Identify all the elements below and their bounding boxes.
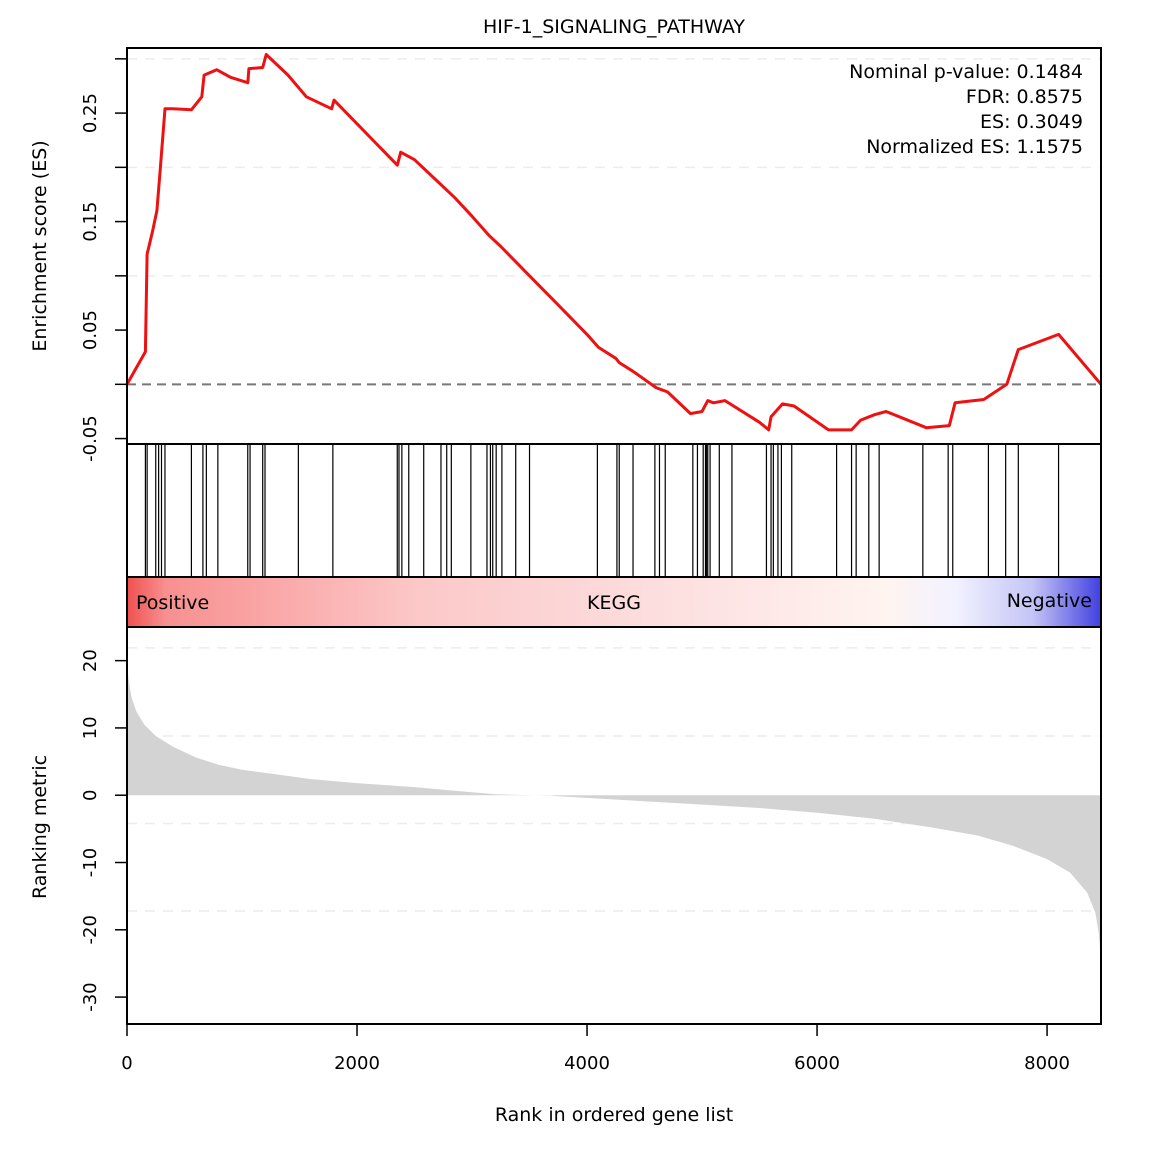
es-y-axis-label: Enrichment score (ES) (29, 140, 51, 351)
rank-y-axis-ticks: -30 -20 -10 0 10 20 (80, 649, 127, 1012)
rank-y-axis-label: Ranking metric (29, 755, 51, 899)
x-tick-label: 8000 (1024, 1053, 1070, 1074)
hits-panel-frame (126, 443, 1102, 578)
es-y-tick-label: -0.05 (80, 415, 101, 462)
band-label-negative: Negative (1007, 590, 1092, 612)
stat-normalized-es: Normalized ES: 1.1575 (866, 136, 1083, 158)
stat-nominal-p-value: Nominal p-value: 0.1484 (849, 61, 1083, 83)
x-tick-label: 0 (121, 1053, 132, 1074)
ranking-metric-area (127, 660, 1101, 964)
es-panel: -0.050.050.150.25 Enrichment score (ES) … (29, 53, 1103, 462)
chart-title: HIF-1_SIGNALING_PATHWAY (483, 16, 745, 38)
color-band-gradient (126, 576, 1102, 628)
rank-y-tick-label: 20 (80, 649, 101, 672)
es-curve-line (125, 53, 1103, 432)
es-gridlines (127, 58, 1101, 277)
color-band: Positive KEGG Negative (126, 576, 1102, 628)
band-label-positive: Positive (136, 592, 209, 614)
gene-hit-lines (144, 444, 1060, 577)
es-y-axis-ticks: -0.05 0.05 0.15 0.25 (80, 58, 127, 462)
stat-fdr: FDR: 0.8575 (966, 86, 1083, 108)
rank-y-tick-label: -30 (80, 982, 101, 1011)
es-y-tick-label: 0.05 (80, 310, 101, 350)
rank-y-tick-label: 10 (80, 716, 101, 739)
rank-y-tick-label: 0 (80, 789, 101, 800)
band-label-center: KEGG (587, 592, 641, 614)
rank-y-tick-label: -10 (80, 848, 101, 877)
rank-y-tick-label: -20 (80, 915, 101, 944)
x-axis-ticks: 0 2000 4000 6000 8000 (121, 1024, 1070, 1074)
rank-panel-frame (126, 626, 1102, 1025)
stats-box: Nominal p-value: 0.1484 FDR: 0.8575 ES: … (849, 61, 1083, 158)
es-y-tick-label: 0.15 (80, 202, 101, 242)
x-tick-label: 2000 (334, 1053, 380, 1074)
hits-panel (144, 444, 1060, 577)
x-tick-label: 6000 (794, 1053, 840, 1074)
rank-panel: -30 -20 -10 0 10 20 Ranking metric (29, 647, 1101, 1012)
es-y-tick-label: 0.25 (80, 93, 101, 133)
x-axis-label: Rank in ordered gene list (495, 1104, 733, 1126)
x-tick-label: 4000 (564, 1053, 610, 1074)
stat-es: ES: 0.3049 (980, 111, 1083, 133)
